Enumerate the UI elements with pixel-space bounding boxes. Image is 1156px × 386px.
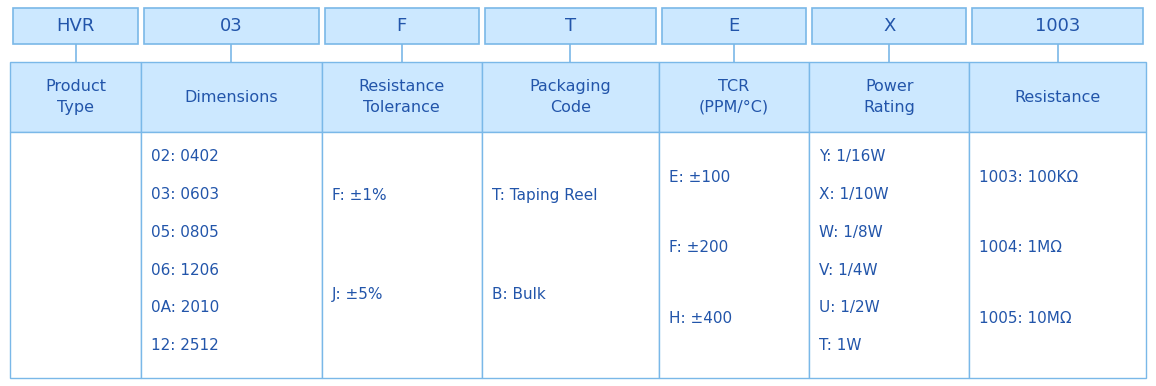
Bar — [969, 132, 1146, 378]
Bar — [10, 132, 141, 378]
Text: HVR: HVR — [57, 17, 95, 35]
Text: Product
Type: Product Type — [45, 79, 106, 115]
Text: T: 1W: T: 1W — [820, 339, 861, 353]
Text: 03: 03 — [220, 17, 243, 35]
Text: 02: 0402: 02: 0402 — [151, 149, 218, 164]
Bar — [13, 8, 138, 44]
Bar — [482, 62, 659, 132]
Text: E: ±100: E: ±100 — [668, 170, 729, 185]
Bar — [482, 132, 659, 378]
Bar — [972, 8, 1143, 44]
Text: F: ±200: F: ±200 — [668, 240, 728, 256]
Text: 0A: 2010: 0A: 2010 — [151, 300, 220, 315]
Text: Resistance: Resistance — [1015, 90, 1101, 105]
Text: 1005: 10MΩ: 1005: 10MΩ — [979, 311, 1072, 326]
Text: W: 1/8W: W: 1/8W — [820, 225, 883, 240]
Bar — [809, 62, 969, 132]
Text: Dimensions: Dimensions — [185, 90, 279, 105]
Text: F: F — [397, 17, 407, 35]
Bar — [969, 62, 1146, 132]
Text: X: X — [883, 17, 896, 35]
Bar — [661, 8, 806, 44]
Text: X: 1/10W: X: 1/10W — [820, 187, 889, 202]
Text: 06: 1206: 06: 1206 — [151, 262, 218, 278]
Text: J: ±5%: J: ±5% — [332, 287, 384, 302]
Text: T: Taping Reel: T: Taping Reel — [491, 188, 598, 203]
Text: Resistance
Tolerance: Resistance Tolerance — [358, 79, 445, 115]
Bar — [321, 132, 482, 378]
Text: U: 1/2W: U: 1/2W — [820, 300, 880, 315]
Bar — [141, 62, 321, 132]
Bar — [325, 8, 479, 44]
Bar — [10, 62, 141, 132]
Text: Y: 1/16W: Y: 1/16W — [820, 149, 885, 164]
Text: F: ±1%: F: ±1% — [332, 188, 386, 203]
Text: Power
Rating: Power Rating — [864, 79, 916, 115]
Text: T: T — [564, 17, 576, 35]
Text: TCR
(PPM/°C): TCR (PPM/°C) — [699, 79, 769, 115]
Text: 12: 2512: 12: 2512 — [151, 339, 218, 353]
Bar — [144, 8, 319, 44]
Text: V: 1/4W: V: 1/4W — [820, 262, 877, 278]
Text: 1003: 100KΩ: 1003: 100KΩ — [979, 170, 1079, 185]
Bar — [141, 132, 321, 378]
Bar — [809, 132, 969, 378]
Bar — [659, 62, 809, 132]
Text: 05: 0805: 05: 0805 — [151, 225, 218, 240]
Text: E: E — [728, 17, 740, 35]
Bar — [659, 132, 809, 378]
Bar — [484, 8, 655, 44]
Text: 1004: 1MΩ: 1004: 1MΩ — [979, 240, 1062, 256]
Bar — [321, 62, 482, 132]
Text: 03: 0603: 03: 0603 — [151, 187, 220, 202]
Text: 1003: 1003 — [1035, 17, 1080, 35]
Text: B: Bulk: B: Bulk — [491, 287, 546, 302]
Text: H: ±400: H: ±400 — [668, 311, 732, 326]
Bar — [813, 8, 966, 44]
Text: Packaging
Code: Packaging Code — [529, 79, 612, 115]
